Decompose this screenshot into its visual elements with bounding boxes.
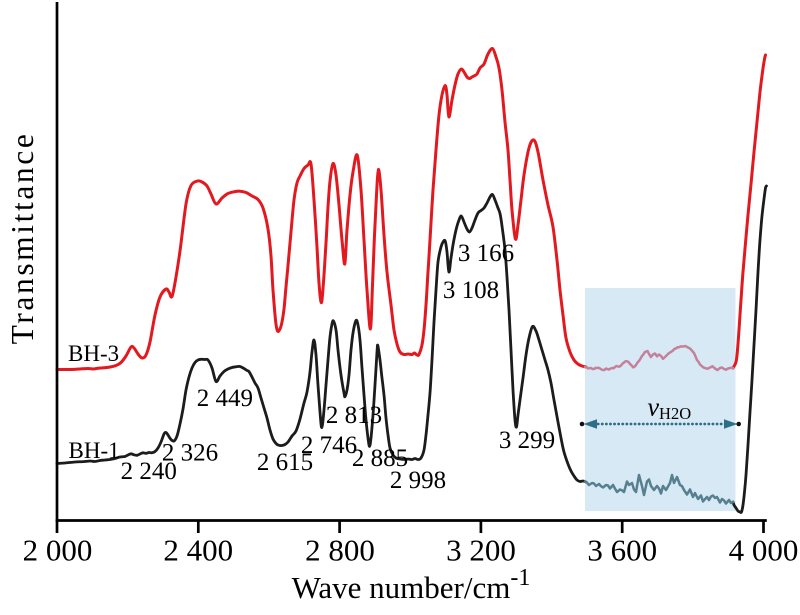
svg-text:3 200: 3 200 [446, 533, 516, 568]
svg-text:4 000: 4 000 [729, 533, 799, 568]
svg-text:Transmittance: Transmittance [5, 132, 40, 345]
svg-text:3 166: 3 166 [458, 240, 514, 267]
svg-text:2 998: 2 998 [390, 467, 446, 494]
svg-text:3 299: 3 299 [499, 427, 555, 454]
svg-text:Wave number/cm-1: Wave number/cm-1 [292, 565, 531, 605]
svg-text:2 326: 2 326 [162, 440, 218, 467]
svg-text:2 449: 2 449 [197, 385, 253, 412]
svg-text:2 240: 2 240 [121, 458, 177, 485]
svg-text:3 108: 3 108 [443, 277, 499, 304]
svg-text:2 746: 2 746 [301, 432, 357, 459]
svg-text:2 400: 2 400 [163, 533, 233, 568]
svg-text:BH-1: BH-1 [69, 438, 120, 463]
svg-text:2 000: 2 000 [23, 533, 93, 568]
svg-text:BH-3: BH-3 [68, 341, 119, 366]
svg-text:3 600: 3 600 [587, 533, 657, 568]
svg-text:2 885: 2 885 [352, 445, 408, 472]
svg-text:2 813: 2 813 [326, 402, 382, 429]
svg-text:2 615: 2 615 [257, 449, 313, 476]
svg-text:2 800: 2 800 [305, 533, 375, 568]
